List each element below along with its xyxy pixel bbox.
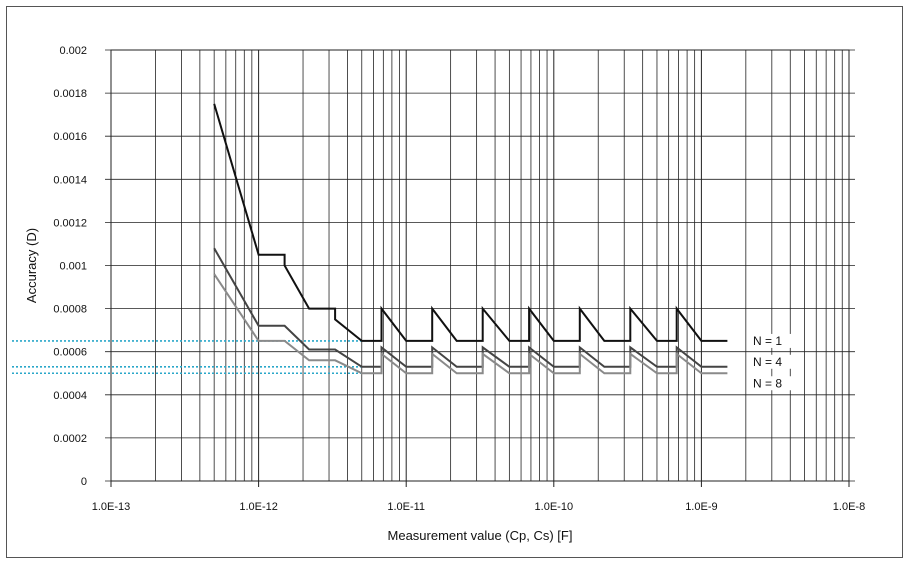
y-axis-title: Accuracy (D)	[24, 228, 39, 303]
x-tick-label: 1.0E-9	[685, 501, 717, 513]
x-tick-label: 1.0E-8	[833, 501, 865, 513]
series-label-bg	[751, 333, 791, 348]
y-tick-label: 0.0002	[53, 433, 87, 445]
x-axis-title: Measurement value (Cp, Cs) [F]	[388, 528, 573, 543]
y-tick-label: 0.001	[59, 261, 87, 273]
y-tick-label: 0.002	[59, 45, 87, 57]
series-label-bg	[751, 354, 791, 369]
x-tick-label: 1.0E-13	[92, 501, 131, 513]
y-tick-label: 0.0018	[53, 88, 87, 100]
y-tick-label: 0.0012	[53, 217, 87, 229]
y-tick-label: 0.0016	[53, 131, 87, 143]
x-tick-label: 1.0E-11	[387, 501, 425, 513]
y-tick-label: 0.0004	[53, 390, 87, 402]
y-tick-label: 0.0008	[53, 304, 87, 316]
x-tick-label: 1.0E-12	[239, 501, 278, 513]
x-tick-label: 1.0E-10	[535, 501, 574, 513]
series-label: N = 8	[753, 376, 782, 390]
series-label-bg	[751, 376, 791, 391]
series-line	[213, 273, 728, 375]
series-label: N = 4	[753, 355, 782, 369]
series-line	[213, 103, 728, 342]
series-label: N = 1	[753, 334, 782, 348]
y-tick-label: 0.0014	[53, 174, 87, 186]
y-tick-label: 0	[81, 476, 87, 488]
y-tick-label: 0.0006	[53, 347, 87, 359]
series-line	[213, 247, 728, 368]
